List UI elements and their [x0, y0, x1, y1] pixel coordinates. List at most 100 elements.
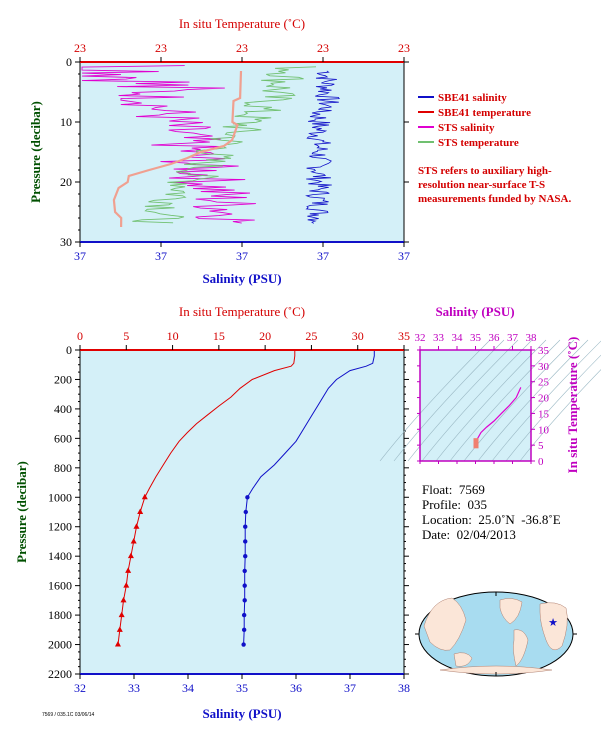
- near-surface-bottom-tick-label: 37: [74, 249, 86, 263]
- info-date: Date: 02/04/2013: [422, 527, 516, 542]
- ts-density-contour: [519, 369, 601, 462]
- profile-top-tick-label: 25: [305, 329, 317, 343]
- profile-top-tick-label: 0: [77, 329, 83, 343]
- salinity-marker: [243, 553, 248, 559]
- ts-top-tick-label: 36: [489, 332, 501, 344]
- ts-y-tick-label: 20: [538, 393, 550, 405]
- near-surface-panel: 23 23 23 23 23 37 37 37 37 37 0 10 20 30 In situ Temp…: [28, 16, 410, 286]
- profile-bottom-tick-label: 32: [74, 681, 86, 695]
- info-profile: Profile: 035: [422, 497, 487, 512]
- near-surface-bottom-tick-label: 37: [236, 249, 248, 263]
- temperature-marker: [125, 567, 132, 573]
- salinity-marker: [241, 627, 247, 633]
- profile-top-tick-label: 35: [398, 329, 410, 343]
- salinity-marker: [242, 583, 247, 588]
- footer-id: 7569 / 035.1C 03/06/14: [42, 712, 95, 718]
- ts-panel: 32 33 34 35 36 37 38 0 5 10 15 20 25 30 35 Salinity (P…: [379, 304, 601, 474]
- temperature-marker: [123, 582, 130, 588]
- ts-density-contour: [407, 339, 519, 462]
- profile-y-tick-label: 0: [66, 343, 72, 357]
- profile-plot-area: [80, 350, 404, 674]
- temperature-marker: [141, 493, 148, 500]
- ts-density-contour: [393, 339, 505, 462]
- map-land: [423, 597, 568, 675]
- ts-traces: [473, 387, 522, 449]
- profile-traces: [114, 350, 375, 647]
- ts-top-tick-label: 33: [433, 332, 445, 344]
- ts-top-tick-label: 37: [507, 332, 519, 344]
- ts-y-tick-label: 30: [538, 361, 550, 373]
- profile-top-tick-label: 15: [213, 329, 225, 343]
- temperature-marker: [114, 641, 121, 647]
- ts-top-tick-label: 38: [526, 332, 538, 344]
- near-surface-top-axis-title: In situ Temperature (˚C): [179, 16, 305, 31]
- sbe41-salinity-trace: [305, 70, 340, 224]
- salinity-marker: [245, 495, 250, 500]
- near-surface-plot-area: [80, 62, 404, 242]
- star-icon: ★: [548, 616, 558, 629]
- near-surface-top-tick-label: 23: [236, 41, 248, 55]
- profile-xlabel: Salinity (PSU): [202, 706, 281, 721]
- profile-y-tick-label: 800: [54, 461, 72, 475]
- near-surface-xlabel: Salinity (PSU): [202, 271, 281, 286]
- ts-density-contour: [379, 339, 491, 462]
- legend-label-sts-temperature: STS temperature: [438, 137, 519, 149]
- map-land-north-america: [499, 598, 523, 625]
- ts-density-contour: [491, 340, 601, 462]
- profile-top-tick-label: 30: [352, 329, 364, 343]
- near-surface-top-tick-label: 23: [155, 41, 167, 55]
- profile-bottom-tick-label: 36: [290, 681, 302, 695]
- map-land-asia: [423, 597, 467, 651]
- profile-top-tick-label: 10: [167, 329, 179, 343]
- profile-bottom-tick-label: 37: [344, 681, 356, 695]
- ts-density-contour: [421, 339, 533, 462]
- sbe41-temperature-trace: [112, 70, 243, 228]
- ts-top-tick-label: 35: [470, 332, 482, 344]
- profile-bottom-tick-label: 38: [398, 681, 410, 695]
- temperature-marker: [118, 611, 125, 618]
- near-surface-bottom-tick-label: 37: [398, 249, 410, 263]
- profile-y-tick-label: 2000: [48, 638, 72, 652]
- near-surface-top-tick-label: 23: [317, 41, 329, 55]
- ts-ticks: 32 33 34 35 36 37 38 0 5 10 15 20 25 30 35: [415, 332, 550, 468]
- profile-ticks: 0 5 10 15 20 25 30 35 32 33 34 35 36 37 38 0 200 400 600 80…: [48, 329, 410, 695]
- sts-note: STS refers to auxiliary high-resolution …: [418, 165, 572, 205]
- ts-density-contour: [449, 339, 561, 462]
- salinity-marker: [243, 509, 248, 515]
- ts-y-tick-label: 35: [538, 345, 550, 357]
- profile-y-tick-label: 400: [54, 402, 72, 416]
- map-land-australia: [453, 652, 473, 667]
- profile-y-tick-label: 1000: [48, 490, 72, 504]
- profile-y-tick-label: 1600: [48, 579, 72, 593]
- profile-y-tick-label: 200: [54, 372, 72, 386]
- temperature-marker: [133, 523, 140, 529]
- map-land-south-america: [513, 629, 529, 667]
- near-surface-y-tick-label: 20: [60, 175, 72, 189]
- info-location: Location: 25.0˚N -36.8˚E: [422, 512, 561, 527]
- near-surface-traces: [81, 65, 340, 228]
- profile-top-axis-title: In situ Temperature (˚C): [179, 304, 305, 319]
- legend: SBE41 salinity SBE41 temperature STS sal…: [418, 92, 531, 149]
- near-surface-ticks: 23 23 23 23 23 37 37 37 37 37 0 10 20 30: [60, 41, 410, 263]
- near-surface-bottom-tick-label: 37: [155, 249, 167, 263]
- ts-density-contour: [477, 339, 589, 462]
- salinity-marker: [241, 642, 246, 647]
- temperature-marker: [127, 552, 134, 559]
- near-surface-top-tick-label: 23: [74, 41, 86, 55]
- salinity-marker: [243, 539, 248, 544]
- legend-label-sbe41-temperature: SBE41 temperature: [438, 107, 531, 119]
- ts-ylabel: In situ Temperature (˚C): [565, 337, 580, 474]
- ts-deep-cluster: [473, 438, 479, 449]
- ts-top-axis-title: Salinity (PSU): [435, 304, 514, 319]
- near-surface-y-tick-label: 0: [66, 55, 72, 69]
- near-surface-y-tick-label: 10: [60, 115, 72, 129]
- ts-density-contour: [505, 354, 601, 462]
- profile-y-tick-label: 1800: [48, 608, 72, 622]
- profile-y-tick-label: 600: [54, 431, 72, 445]
- near-surface-top-tick-label: 23: [398, 41, 410, 55]
- ts-y-tick-label: 0: [538, 456, 544, 468]
- temperature-marker: [116, 626, 123, 632]
- salinity-profile-line: [243, 350, 375, 645]
- profile-panel: 0 5 10 15 20 25 30 35 32 33 34 35 36 37 38 0 200 400 600 80…: [14, 304, 410, 721]
